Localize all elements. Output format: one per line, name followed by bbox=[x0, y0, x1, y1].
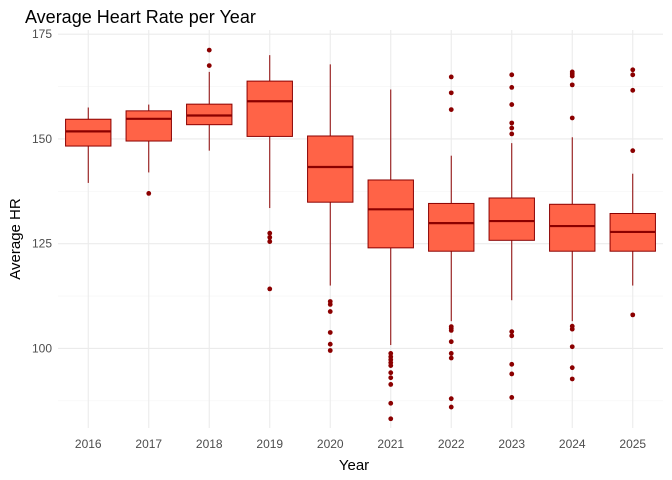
box-group bbox=[609, 67, 656, 318]
outlier-point bbox=[630, 312, 636, 318]
outlier-point bbox=[509, 120, 515, 126]
box-iqr bbox=[246, 80, 293, 137]
outlier-point bbox=[569, 344, 575, 350]
outlier-point bbox=[630, 67, 636, 73]
box-group bbox=[246, 55, 293, 292]
outlier-point bbox=[630, 148, 636, 154]
box-group bbox=[428, 74, 475, 410]
outlier-point bbox=[509, 361, 515, 367]
x-tick-label: 2025 bbox=[619, 437, 646, 451]
outlier-point bbox=[327, 341, 333, 347]
x-tick-label: 2024 bbox=[559, 437, 586, 451]
x-tick-label: 2021 bbox=[377, 437, 404, 451]
outlier-point bbox=[569, 115, 575, 121]
chart-title: Average Heart Rate per Year bbox=[25, 7, 256, 27]
outlier-point bbox=[327, 348, 333, 353]
outlier-point bbox=[509, 84, 515, 90]
box-group bbox=[307, 64, 354, 353]
box-iqr bbox=[125, 110, 172, 142]
y-tick-label: 125 bbox=[32, 237, 52, 251]
y-tick-label: 175 bbox=[32, 27, 52, 41]
box-iqr bbox=[549, 203, 596, 252]
outlier-point bbox=[267, 286, 273, 292]
x-tick-label: 2017 bbox=[135, 437, 162, 451]
outlier-point bbox=[327, 302, 333, 307]
outlier-point bbox=[267, 239, 273, 244]
box-iqr bbox=[488, 197, 535, 241]
outlier-point bbox=[388, 370, 394, 376]
outlier-point bbox=[448, 107, 454, 112]
outlier-point bbox=[569, 73, 575, 79]
box-iqr bbox=[65, 118, 112, 147]
y-axis-title: Average HR bbox=[7, 198, 24, 280]
outlier-point bbox=[630, 72, 636, 78]
outlier-point bbox=[509, 125, 515, 131]
outlier-point bbox=[630, 87, 636, 93]
outlier-point bbox=[327, 330, 333, 335]
outlier-point bbox=[448, 355, 454, 361]
outlier-point bbox=[569, 82, 575, 88]
x-tick-label: 2020 bbox=[317, 437, 344, 451]
box-group bbox=[367, 89, 414, 422]
outlier-point bbox=[388, 400, 394, 406]
x-tick-label: 2023 bbox=[498, 437, 525, 451]
outlier-point bbox=[388, 382, 394, 387]
outlier-point bbox=[327, 309, 333, 314]
x-tick-label: 2016 bbox=[75, 437, 102, 451]
box-group bbox=[125, 104, 172, 196]
outlier-point bbox=[448, 327, 454, 333]
outlier-point bbox=[448, 74, 454, 80]
box-group bbox=[65, 107, 112, 183]
outlier-point bbox=[206, 47, 212, 53]
box-iqr bbox=[428, 202, 475, 252]
outlier-point bbox=[509, 371, 515, 377]
outlier-point bbox=[448, 404, 454, 410]
outlier-point bbox=[388, 375, 394, 381]
box-group bbox=[186, 47, 233, 151]
outlier-point bbox=[509, 395, 515, 400]
outlier-point bbox=[388, 416, 394, 422]
box-iqr bbox=[307, 135, 354, 203]
outlier-point bbox=[509, 131, 515, 137]
x-tick-label: 2019 bbox=[256, 437, 283, 451]
outlier-point bbox=[267, 234, 273, 240]
outlier-point bbox=[388, 351, 394, 356]
outlier-point bbox=[267, 230, 273, 236]
outlier-point bbox=[509, 102, 515, 107]
outlier-point bbox=[569, 376, 575, 382]
tick-label-layer: 100 125 150 175 2016 2017 2018 2019 2020 2021 2022… bbox=[32, 27, 646, 451]
outlier-point bbox=[206, 63, 212, 69]
y-tick-label: 150 bbox=[32, 132, 52, 146]
box-iqr bbox=[367, 179, 414, 249]
outlier-point bbox=[569, 365, 575, 371]
outlier-point bbox=[146, 190, 152, 196]
outlier-point bbox=[388, 363, 394, 368]
outlier-point bbox=[509, 329, 515, 335]
outlier-point bbox=[448, 396, 454, 402]
x-axis-title: Year bbox=[339, 457, 369, 474]
box-group bbox=[488, 72, 535, 400]
outlier-point bbox=[509, 72, 515, 78]
outlier-point bbox=[448, 351, 454, 356]
x-tick-label: 2022 bbox=[438, 437, 465, 451]
box-layer bbox=[65, 47, 656, 422]
x-tick-label: 2018 bbox=[196, 437, 223, 451]
y-tick-label: 100 bbox=[32, 341, 52, 355]
outlier-point bbox=[448, 90, 454, 96]
outlier-point bbox=[569, 326, 575, 332]
outlier-point bbox=[448, 339, 454, 345]
outlier-point bbox=[509, 333, 515, 339]
box-group bbox=[549, 69, 596, 382]
